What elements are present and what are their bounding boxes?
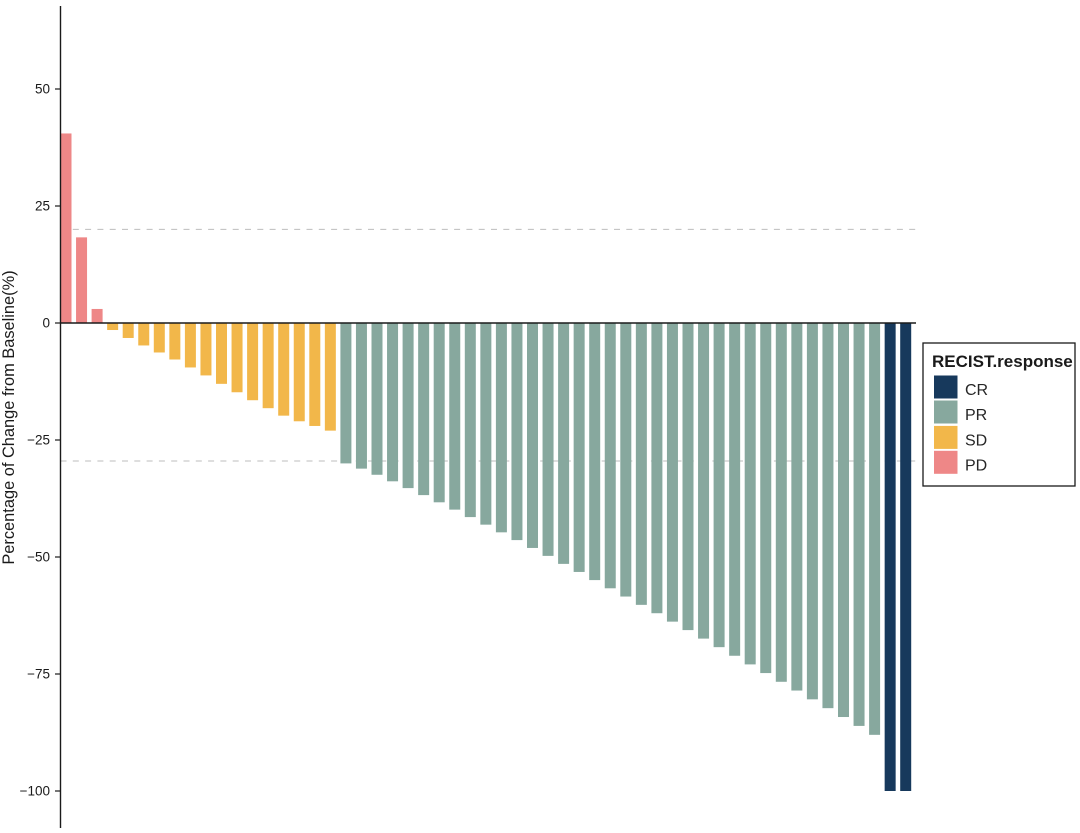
svg-text:PR: PR (965, 407, 987, 424)
svg-text:SD: SD (965, 433, 987, 450)
svg-text:−100: −100 (20, 784, 50, 799)
svg-text:−75: −75 (27, 667, 50, 682)
svg-text:RECIST.response: RECIST.response (932, 352, 1073, 371)
svg-text:CR: CR (965, 382, 988, 399)
svg-text:50: 50 (35, 82, 50, 97)
svg-text:25: 25 (35, 199, 50, 214)
svg-text:PD: PD (965, 458, 987, 475)
svg-text:Percentage of Change from Base: Percentage of Change from Baseline(%) (0, 270, 18, 564)
svg-text:−25: −25 (27, 433, 50, 448)
svg-text:0: 0 (42, 316, 50, 331)
svg-text:−50: −50 (27, 550, 50, 565)
